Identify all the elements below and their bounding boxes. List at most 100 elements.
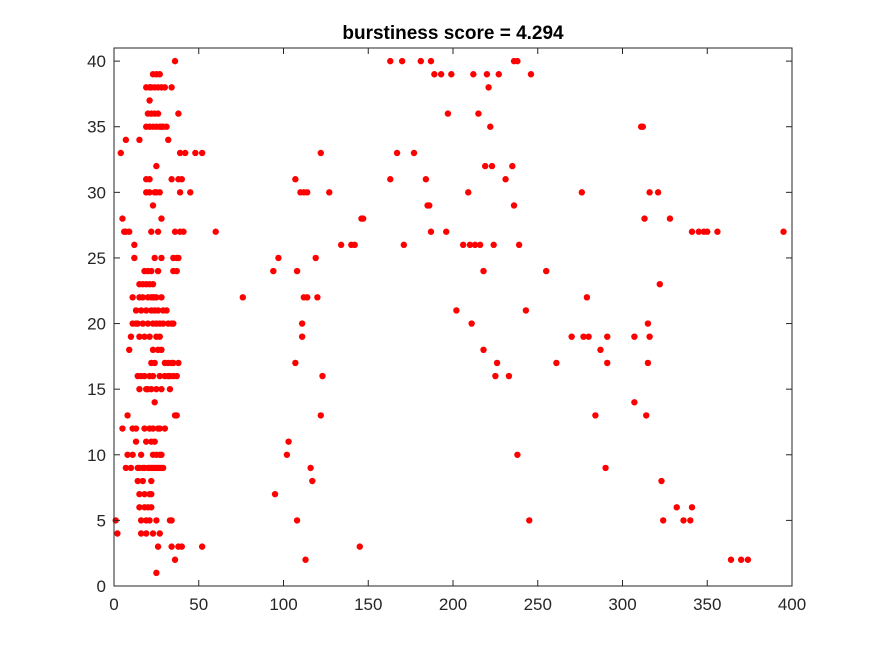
y-tick-label: 10: [87, 446, 106, 465]
x-tick-label: 0: [109, 595, 118, 614]
data-point: [487, 123, 494, 130]
data-point: [298, 333, 306, 340]
data-point: [149, 281, 157, 288]
data-point: [161, 84, 169, 91]
data-point: [514, 57, 521, 65]
data-point: [154, 543, 162, 550]
data-point: [687, 517, 694, 524]
data-point: [387, 176, 394, 183]
data-point: [522, 307, 530, 314]
y-tick-label: 5: [97, 511, 106, 530]
data-point: [146, 176, 153, 183]
x-tick-label: 100: [269, 595, 297, 614]
y-tick-label: 35: [87, 118, 106, 137]
data-point: [178, 543, 185, 550]
data-point: [131, 241, 138, 249]
data-point: [488, 162, 496, 170]
data-point: [134, 477, 141, 485]
data-point: [141, 372, 148, 380]
data-point: [646, 189, 653, 196]
data-point: [780, 228, 787, 235]
data-point: [127, 333, 135, 340]
data-point: [437, 71, 445, 78]
data-point: [285, 438, 292, 445]
data-point: [283, 451, 291, 458]
data-point: [171, 556, 179, 563]
data-point: [159, 320, 167, 327]
data-point: [602, 464, 609, 472]
data-point: [509, 162, 516, 170]
x-tick-label: 250: [524, 595, 552, 614]
data-point: [314, 294, 321, 301]
data-point: [173, 267, 180, 275]
data-point: [159, 464, 167, 472]
data-point: [271, 490, 279, 498]
y-tick-label: 15: [87, 380, 106, 399]
x-tick-label: 150: [354, 595, 382, 614]
data-point: [239, 294, 247, 301]
data-point: [387, 57, 394, 65]
data-point: [124, 451, 131, 458]
data-point: [480, 346, 487, 353]
data-point: [165, 136, 172, 144]
data-point: [158, 385, 165, 393]
data-point: [510, 202, 518, 209]
data-point: [293, 517, 301, 524]
data-point: [471, 241, 479, 249]
data-point: [153, 294, 160, 301]
data-point: [163, 123, 170, 130]
data-point: [171, 57, 179, 65]
data-point: [153, 162, 160, 170]
data-point: [171, 228, 179, 235]
y-tick-label: 25: [87, 249, 106, 268]
data-point: [163, 307, 170, 314]
data-point: [410, 149, 418, 157]
data-point: [393, 149, 401, 157]
data-point: [127, 464, 135, 472]
data-point: [483, 71, 491, 78]
data-point: [304, 294, 311, 301]
data-point: [198, 543, 206, 550]
data-point: [170, 359, 177, 367]
data-point: [134, 320, 141, 327]
data-point: [158, 451, 165, 458]
data-point: [644, 359, 652, 367]
data-point: [141, 425, 148, 432]
data-point: [326, 189, 333, 196]
data-point: [143, 530, 150, 537]
data-point: [124, 412, 131, 419]
data-point: [175, 359, 182, 367]
y-tick-label: 40: [87, 52, 106, 71]
data-point: [317, 149, 324, 157]
data-point: [136, 490, 143, 498]
data-point: [505, 372, 513, 380]
data-point: [168, 543, 175, 550]
data-point: [119, 425, 126, 432]
data-point: [293, 267, 301, 275]
y-tick-label: 20: [87, 315, 106, 334]
x-tick-label: 400: [778, 595, 806, 614]
data-point: [688, 228, 696, 235]
data-point: [688, 504, 696, 511]
data-point: [312, 254, 319, 262]
data-point: [515, 241, 523, 249]
data-point: [153, 517, 160, 524]
data-point: [704, 228, 711, 235]
data-point: [448, 71, 455, 78]
data-point: [714, 228, 721, 235]
data-point: [656, 281, 663, 288]
data-point: [187, 189, 194, 196]
data-point: [137, 451, 145, 458]
data-point: [604, 359, 611, 367]
data-point: [476, 241, 484, 249]
data-point: [122, 136, 130, 144]
y-tick-label: 0: [97, 577, 106, 596]
data-point: [144, 320, 152, 327]
data-point: [156, 189, 163, 196]
data-point: [695, 228, 702, 235]
data-point: [212, 228, 219, 235]
data-point: [149, 530, 157, 537]
data-point: [485, 84, 492, 91]
data-point: [356, 543, 363, 550]
